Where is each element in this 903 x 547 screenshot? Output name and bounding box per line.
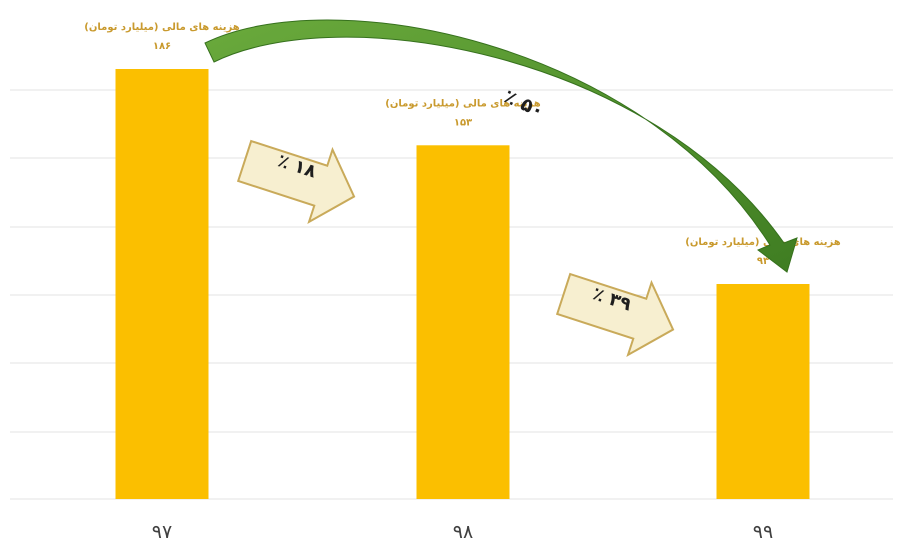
data-label-value-2: ۹۳ (757, 256, 769, 267)
arrow-layer (204, 19, 798, 357)
bar-layer: هزینه های مالی (میلیارد تومان) ۱۸۶ ۹۷ هزینه… (84, 22, 840, 543)
data-label-name-2: هزینه های مالی (میلیارد تومان) (685, 237, 840, 248)
x-tick-label-2: ۹۹ (753, 521, 773, 543)
bar-1 (416, 145, 510, 499)
data-label-value-1: ۱۵۳ (454, 117, 472, 128)
data-label-name-0: هزینه های مالی (میلیارد تومان) (84, 22, 239, 33)
change-label-97-99: ٪ ۵۰ (501, 86, 548, 123)
block-arrow-98-99-icon (555, 272, 675, 357)
data-label-value-0: ۱۸۶ (153, 41, 171, 52)
block-arrow-97-98-icon (236, 139, 356, 224)
x-tick-label-0: ۹۷ (152, 521, 172, 543)
data-label-name-1: هزینه های مالی (میلیارد تومان) (385, 98, 540, 109)
x-tick-label-1: ۹۸ (453, 521, 473, 543)
curved-arrow-97-99-icon (204, 19, 798, 273)
bar-2 (716, 284, 810, 499)
bar-0 (115, 69, 209, 499)
